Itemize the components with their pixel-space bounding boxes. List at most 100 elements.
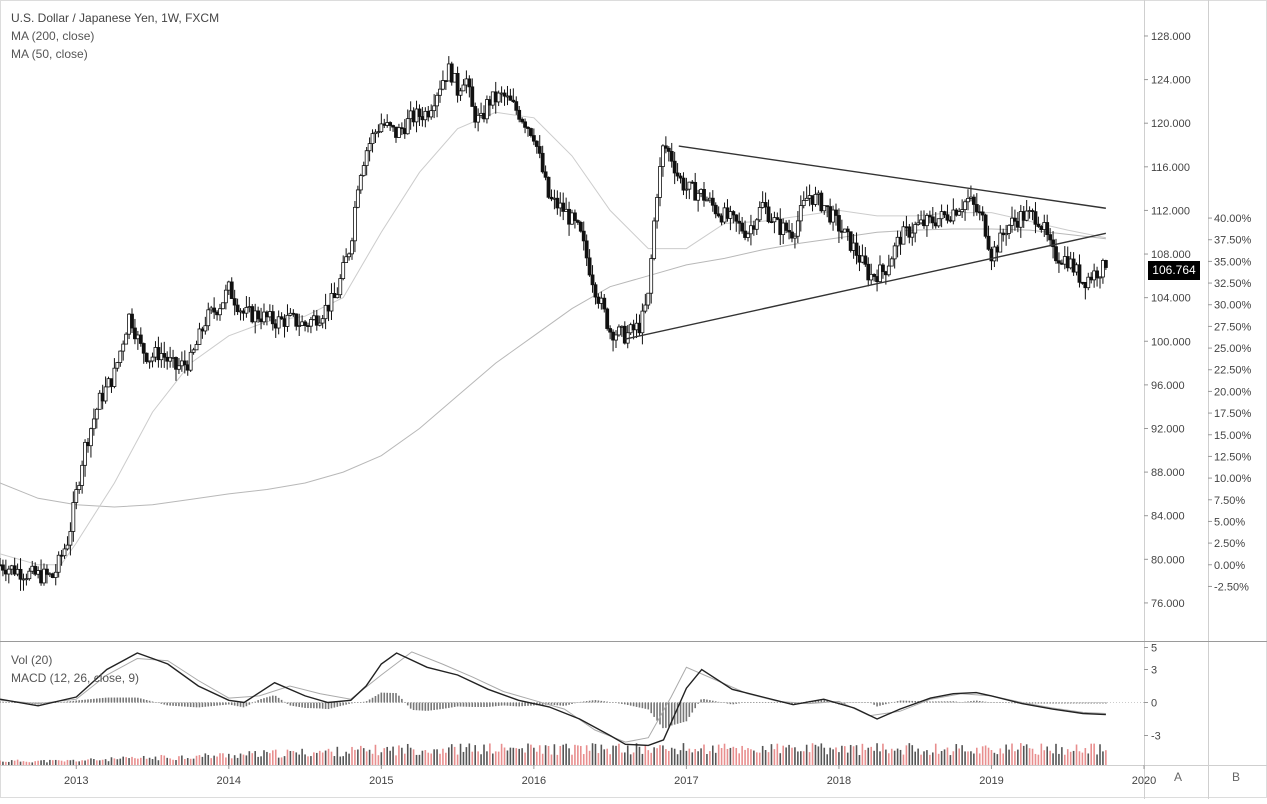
macd-histogram-bar — [958, 701, 960, 703]
macd-tick-label: -3 — [1151, 731, 1161, 743]
scale-button-b[interactable]: B — [1232, 770, 1241, 784]
macd-histogram-bar — [239, 702, 242, 707]
volume-bar — [990, 750, 993, 765]
macd-histogram-bar — [932, 701, 934, 703]
volume-bar — [313, 752, 315, 765]
macd-histogram-bar — [688, 702, 691, 717]
candle-body — [455, 73, 460, 96]
volume-bar — [351, 746, 353, 765]
volume-bar — [222, 753, 224, 765]
price-tick-label: 116.000 — [1151, 162, 1190, 174]
macd-histogram-bar — [113, 697, 116, 703]
volume-bar — [588, 750, 591, 765]
price-tick-label: 88.000 — [1151, 467, 1185, 479]
candle-body — [581, 230, 586, 242]
volume-bar — [107, 761, 110, 765]
macd-histogram-bar — [1043, 702, 1046, 704]
candle-body — [376, 131, 381, 134]
macd-signal-line — [0, 651, 1106, 743]
volume-bar — [509, 747, 512, 765]
volume-bar — [820, 743, 823, 765]
macd-histogram-bar — [324, 702, 327, 709]
volume-bar — [389, 750, 391, 765]
volume-bar — [673, 748, 676, 765]
candle-body — [270, 311, 275, 325]
volume-bar — [550, 754, 553, 765]
candle-body — [45, 568, 49, 575]
volume-bar — [565, 743, 567, 765]
candle-body — [77, 485, 82, 490]
macd-histogram-bar — [439, 702, 441, 710]
volume-bar — [723, 743, 726, 765]
macd-histogram-bar — [486, 702, 488, 707]
macd-histogram-bar — [879, 702, 881, 706]
volume-bar — [415, 754, 418, 765]
macd-histogram-bar — [814, 700, 817, 703]
candle-body — [916, 222, 921, 225]
macd-histogram-bar — [60, 702, 63, 703]
macd-histogram-bar — [0, 701, 1, 703]
volume-bar — [694, 748, 696, 765]
volume-bar — [685, 750, 688, 765]
candle-body — [229, 281, 234, 299]
volume-bar — [641, 753, 644, 765]
volume-bar — [855, 745, 858, 765]
candle-body — [672, 160, 677, 174]
percent-tick-label: -2.50% — [1214, 581, 1249, 593]
macd-lines-layer — [0, 651, 1106, 747]
volume-bar — [66, 759, 69, 765]
macd-histogram-bar — [427, 702, 430, 711]
candle-body — [1024, 210, 1029, 221]
time-tick-label: 2020 — [1132, 775, 1156, 787]
volume-bar — [392, 746, 394, 765]
macd-histogram-bar — [943, 701, 946, 703]
volume-bar — [40, 760, 42, 765]
macd-histogram-bar — [357, 702, 359, 703]
volume-bar — [735, 748, 738, 765]
volume-bar — [72, 759, 75, 765]
volume-bar — [122, 756, 124, 765]
volume-bar — [761, 745, 764, 765]
volume-bar — [524, 752, 526, 765]
volume-bar — [682, 743, 685, 765]
volume-bar — [494, 751, 497, 765]
indicator-legend: Vol (20) MACD (12, 26, close, 9) — [11, 651, 139, 687]
macd-histogram-bar — [339, 702, 342, 707]
macd-histogram-bar — [216, 702, 218, 706]
macd-histogram-bar — [1058, 702, 1060, 704]
macd-histogram-bar — [154, 702, 157, 703]
volume-bar — [471, 751, 474, 765]
macd-histogram-bar — [395, 693, 397, 703]
volume-bar — [917, 748, 919, 765]
percent-tick-label: 10.00% — [1214, 473, 1252, 485]
scale-button-a[interactable]: A — [1174, 770, 1183, 784]
volume-bar — [902, 754, 905, 765]
volume-bar — [365, 751, 368, 765]
volume-bar — [582, 754, 585, 765]
ma50-line-layer — [0, 111, 1106, 566]
macd-histogram-bar — [629, 702, 632, 706]
candle-body — [831, 209, 835, 223]
candle-body — [669, 150, 674, 162]
macd-histogram-bar — [313, 702, 315, 709]
macd-histogram-bar — [1102, 702, 1104, 704]
candle-body — [787, 230, 791, 233]
candle-body — [276, 316, 281, 329]
percent-tick-label: 20.00% — [1214, 386, 1252, 398]
volume-bar — [823, 747, 826, 765]
candle-body — [960, 209, 965, 213]
price-tick-label: 80.000 — [1151, 554, 1185, 566]
candle-body — [355, 189, 360, 208]
macd-histogram-bar — [632, 702, 635, 707]
macd-histogram-bar — [78, 700, 80, 703]
candle-body — [1030, 210, 1035, 213]
candle-body — [65, 544, 70, 550]
volume-bar — [181, 755, 183, 765]
ma200-line-layer — [0, 228, 1106, 508]
candle-body — [848, 231, 853, 251]
macd-histogram-bar — [1099, 702, 1101, 704]
volume-bar — [703, 744, 705, 765]
candle-body — [936, 218, 941, 227]
macd-histogram-bar — [682, 702, 685, 723]
macd-histogram-bar — [272, 695, 274, 703]
